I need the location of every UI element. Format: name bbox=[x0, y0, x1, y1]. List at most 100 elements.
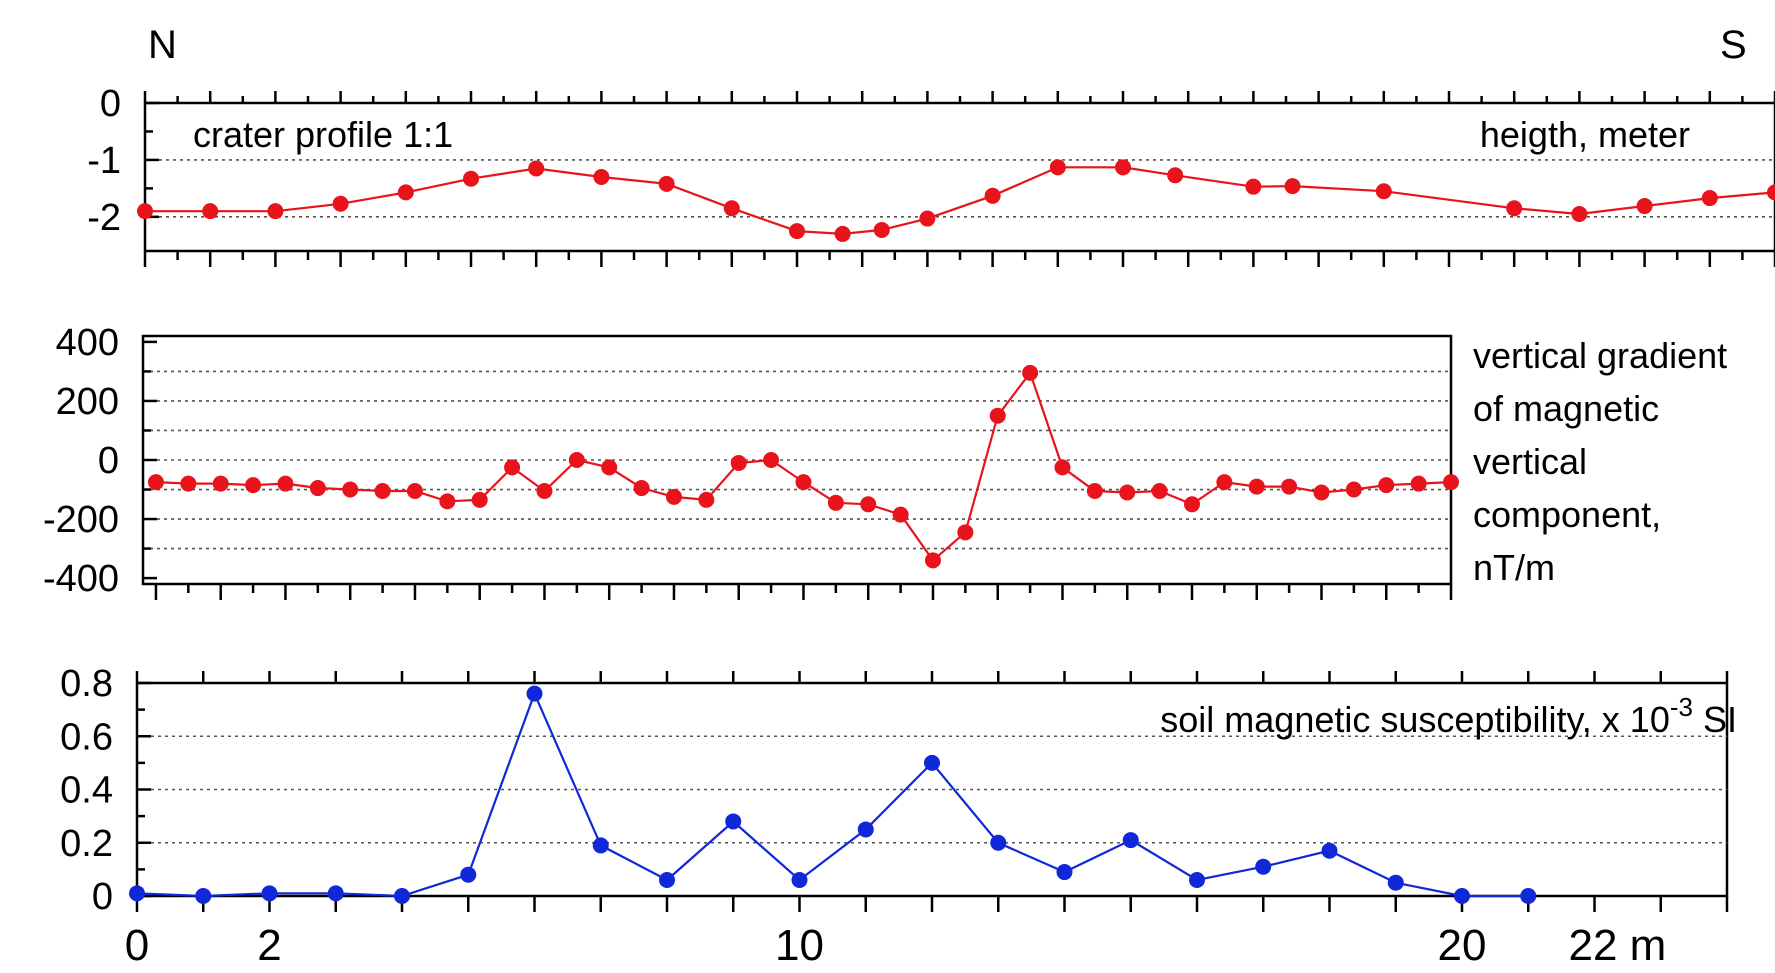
y-tick-label: 0.4 bbox=[60, 770, 113, 812]
data-point bbox=[957, 524, 974, 541]
crater-profile-panel: 0 -1 -2 crater profile 1:1 heigth, meter bbox=[87, 83, 1775, 267]
direction-south-label: S bbox=[1720, 23, 1747, 67]
direction-north-label: N bbox=[148, 23, 177, 67]
data-point bbox=[1321, 842, 1338, 859]
y-tick-label: 0.8 bbox=[60, 663, 113, 705]
susceptibility-label-unit: SI bbox=[1703, 699, 1737, 740]
data-point bbox=[342, 481, 359, 498]
data-point bbox=[1086, 483, 1103, 499]
crater-profile-series bbox=[137, 159, 1775, 242]
data-point bbox=[463, 170, 479, 187]
data-point bbox=[1313, 484, 1330, 501]
data-point bbox=[1119, 484, 1136, 501]
vertical-gradient-label-line-2: of magnetic bbox=[1473, 388, 1659, 429]
data-point bbox=[374, 483, 391, 499]
data-point bbox=[892, 506, 909, 523]
data-point bbox=[1022, 364, 1039, 381]
vertical-gradient-label-line-1: vertical gradient bbox=[1473, 335, 1727, 376]
data-point bbox=[137, 203, 153, 220]
data-point bbox=[245, 477, 262, 494]
data-point bbox=[1151, 483, 1168, 499]
data-point bbox=[924, 754, 940, 771]
y-tick-label: 200 bbox=[56, 381, 119, 423]
y-tick-label: 400 bbox=[56, 322, 119, 364]
data-point bbox=[1054, 459, 1071, 476]
data-point bbox=[658, 175, 675, 192]
data-point bbox=[633, 480, 650, 497]
data-point bbox=[1122, 832, 1139, 849]
data-point bbox=[1506, 200, 1523, 217]
data-point bbox=[592, 837, 609, 854]
data-point bbox=[1056, 864, 1073, 881]
data-point bbox=[1281, 478, 1298, 495]
data-point bbox=[857, 821, 874, 838]
data-point bbox=[834, 225, 851, 242]
series-line bbox=[136, 690, 1529, 898]
data-point bbox=[1345, 481, 1362, 498]
data-point bbox=[1520, 888, 1537, 904]
x-tick-label: 20 bbox=[1438, 921, 1487, 970]
data-point bbox=[309, 480, 326, 497]
data-point bbox=[526, 685, 543, 702]
data-point bbox=[1443, 474, 1459, 491]
data-point bbox=[1049, 159, 1066, 176]
susceptibility-label-space bbox=[1693, 699, 1703, 740]
data-point bbox=[723, 200, 740, 217]
data-point bbox=[1410, 475, 1427, 492]
data-point bbox=[460, 866, 477, 883]
data-point bbox=[698, 491, 715, 508]
data-point bbox=[1387, 874, 1404, 891]
susceptibility-grid bbox=[137, 735, 1727, 844]
data-point bbox=[1248, 478, 1265, 495]
crater-profile-grid bbox=[145, 159, 1775, 218]
data-point bbox=[1189, 872, 1205, 889]
data-point bbox=[406, 483, 423, 499]
data-point bbox=[1167, 167, 1184, 184]
x-tick-label: 22 m bbox=[1569, 921, 1667, 970]
data-point bbox=[1378, 477, 1395, 494]
data-point bbox=[789, 223, 805, 240]
data-point bbox=[394, 888, 410, 904]
data-point bbox=[129, 885, 145, 902]
data-point bbox=[327, 885, 344, 902]
y-tick-label: 0 bbox=[100, 83, 121, 125]
susceptibility-series bbox=[129, 685, 1537, 904]
data-point bbox=[528, 160, 545, 177]
crater-profile-x-ticks bbox=[143, 91, 1775, 267]
vertical-gradient-label-line-4: component, bbox=[1473, 494, 1661, 535]
x-tick-label: 10 bbox=[775, 921, 824, 970]
susceptibility-label: soil magnetic susceptibility, x 10-3 SI bbox=[1160, 692, 1737, 740]
vertical-gradient-label-line-3: vertical bbox=[1473, 441, 1587, 482]
vertical-gradient-series bbox=[147, 364, 1459, 569]
data-point bbox=[665, 488, 682, 505]
susceptibility-panel: 0 0.2 0.4 0.6 0.8 soil magnetic susceptibili… bbox=[60, 663, 1737, 918]
data-point bbox=[1454, 888, 1470, 904]
data-point bbox=[1115, 159, 1131, 176]
data-point bbox=[763, 452, 780, 468]
vertical-gradient-label-line-5: nT/m bbox=[1473, 547, 1555, 588]
vertical-gradient-y-ticks: 400 200 0 -200 -400 bbox=[43, 322, 157, 600]
data-point bbox=[202, 203, 219, 220]
data-point bbox=[795, 474, 812, 491]
y-tick-label: 0.2 bbox=[60, 823, 113, 865]
data-point bbox=[730, 454, 747, 471]
x-tick-label: 0 bbox=[125, 921, 149, 970]
susceptibility-label-exponent: -3 bbox=[1670, 692, 1693, 722]
data-point bbox=[267, 203, 284, 220]
crater-profile-label: crater profile 1:1 bbox=[193, 114, 453, 155]
data-point bbox=[990, 834, 1007, 851]
data-point bbox=[1245, 178, 1262, 195]
vertical-gradient-label: vertical gradient of magnetic vertical c… bbox=[1473, 335, 1727, 588]
series-line bbox=[145, 166, 1775, 236]
crater-profile-y-ticks: 0 -1 -2 bbox=[87, 83, 159, 239]
y-tick-label: 0.6 bbox=[60, 716, 113, 758]
data-point bbox=[1375, 183, 1392, 200]
data-point bbox=[1701, 190, 1718, 207]
data-point bbox=[212, 475, 229, 492]
data-point bbox=[860, 496, 877, 513]
data-point bbox=[919, 210, 936, 227]
vertical-gradient-x-ticks bbox=[154, 584, 1453, 600]
data-point bbox=[332, 195, 349, 212]
x-axis-tick-labels: 0 2 10 20 22 m bbox=[125, 921, 1667, 970]
